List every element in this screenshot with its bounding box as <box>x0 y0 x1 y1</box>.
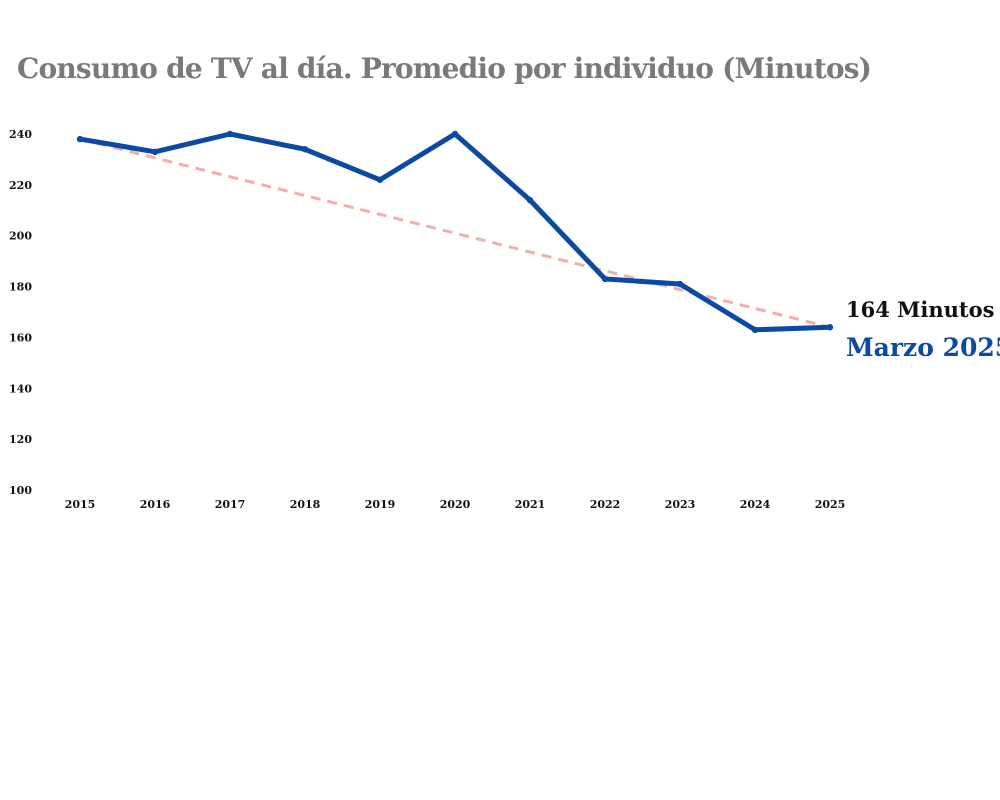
x-tick-label: 2025 <box>815 498 846 511</box>
chart-title: Consumo de TV al día. Promedio por indiv… <box>17 52 872 85</box>
series-layer <box>76 130 834 333</box>
y-tick-label: 180 <box>9 281 32 294</box>
data-point <box>151 148 159 155</box>
annotation-layer: 164 Minutos Marzo 2025 <box>846 297 1000 362</box>
trend-line-layer <box>79 137 831 329</box>
data-point <box>451 130 459 138</box>
x-tick-label: 2022 <box>590 498 621 511</box>
x-tick-label: 2019 <box>365 498 396 511</box>
data-point <box>751 326 759 333</box>
x-tick-label: 2016 <box>140 498 171 511</box>
x-tick-label: 2015 <box>65 498 96 511</box>
data-point <box>601 275 609 283</box>
annotation-value-label: 164 Minutos <box>846 297 994 322</box>
data-point <box>226 130 234 138</box>
data-point <box>676 280 684 288</box>
data-point <box>526 196 534 204</box>
x-tick-label: 2021 <box>515 498 546 511</box>
data-point <box>826 324 834 331</box>
y-axis-ticks: 100 120 140 160 180 200 220 240 <box>9 128 32 497</box>
data-point <box>76 135 84 143</box>
series-line <box>77 131 833 333</box>
annotation-date-label: Marzo 2025 <box>846 333 1000 362</box>
x-tick-label: 2018 <box>290 498 321 511</box>
trend-line <box>79 137 831 329</box>
y-tick-label: 200 <box>9 230 32 243</box>
x-tick-label: 2017 <box>215 498 246 511</box>
y-tick-label: 240 <box>9 128 32 141</box>
y-tick-label: 140 <box>9 382 32 395</box>
y-tick-label: 220 <box>9 179 32 192</box>
x-tick-label: 2023 <box>665 498 696 511</box>
x-tick-label: 2024 <box>740 498 771 511</box>
data-point <box>376 176 384 183</box>
y-tick-label: 120 <box>9 433 32 446</box>
x-axis-ticks: 2015 2016 2017 2018 2019 2020 2021 2022 2023 2024… <box>65 498 846 511</box>
x-tick-label: 2020 <box>440 498 471 511</box>
y-tick-label: 100 <box>9 484 32 497</box>
data-point <box>301 146 309 153</box>
y-tick-label: 160 <box>9 331 32 344</box>
